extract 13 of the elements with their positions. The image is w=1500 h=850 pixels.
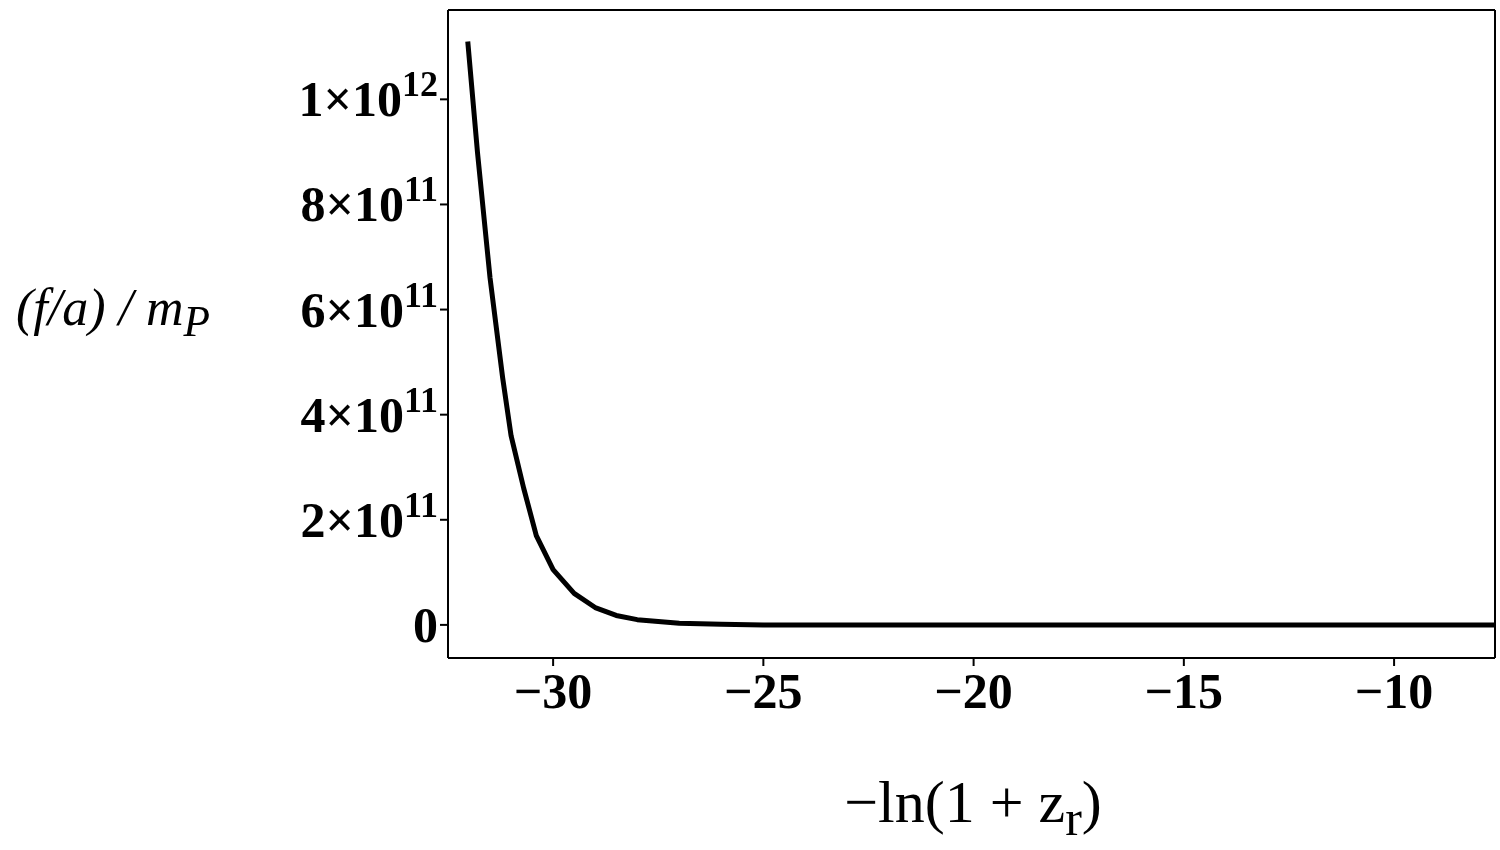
x-tick-label: −10 xyxy=(1354,663,1434,719)
y-tick-label: 1×10$^{12}$ xyxy=(298,64,438,128)
y-tick-label: 8×10$^{11}$ xyxy=(300,169,438,233)
x-tick-label: −20 xyxy=(934,663,1013,719)
y-axis-title: (f/a) / m$_{P}$ xyxy=(16,278,210,347)
x-tick-label: −30 xyxy=(513,663,593,719)
x-tick-label: −25 xyxy=(724,663,803,719)
x-axis-title: −ln(1 + z$_{r}$) xyxy=(843,768,1103,847)
y-tick-label: 0 xyxy=(413,596,438,653)
y-tick-label: 4×10$^{11}$ xyxy=(300,379,438,443)
x-tick-label: −15 xyxy=(1144,663,1224,719)
y-tick-label: 2×10$^{11}$ xyxy=(300,484,438,548)
y-tick-label: 6×10$^{11}$ xyxy=(300,274,438,338)
